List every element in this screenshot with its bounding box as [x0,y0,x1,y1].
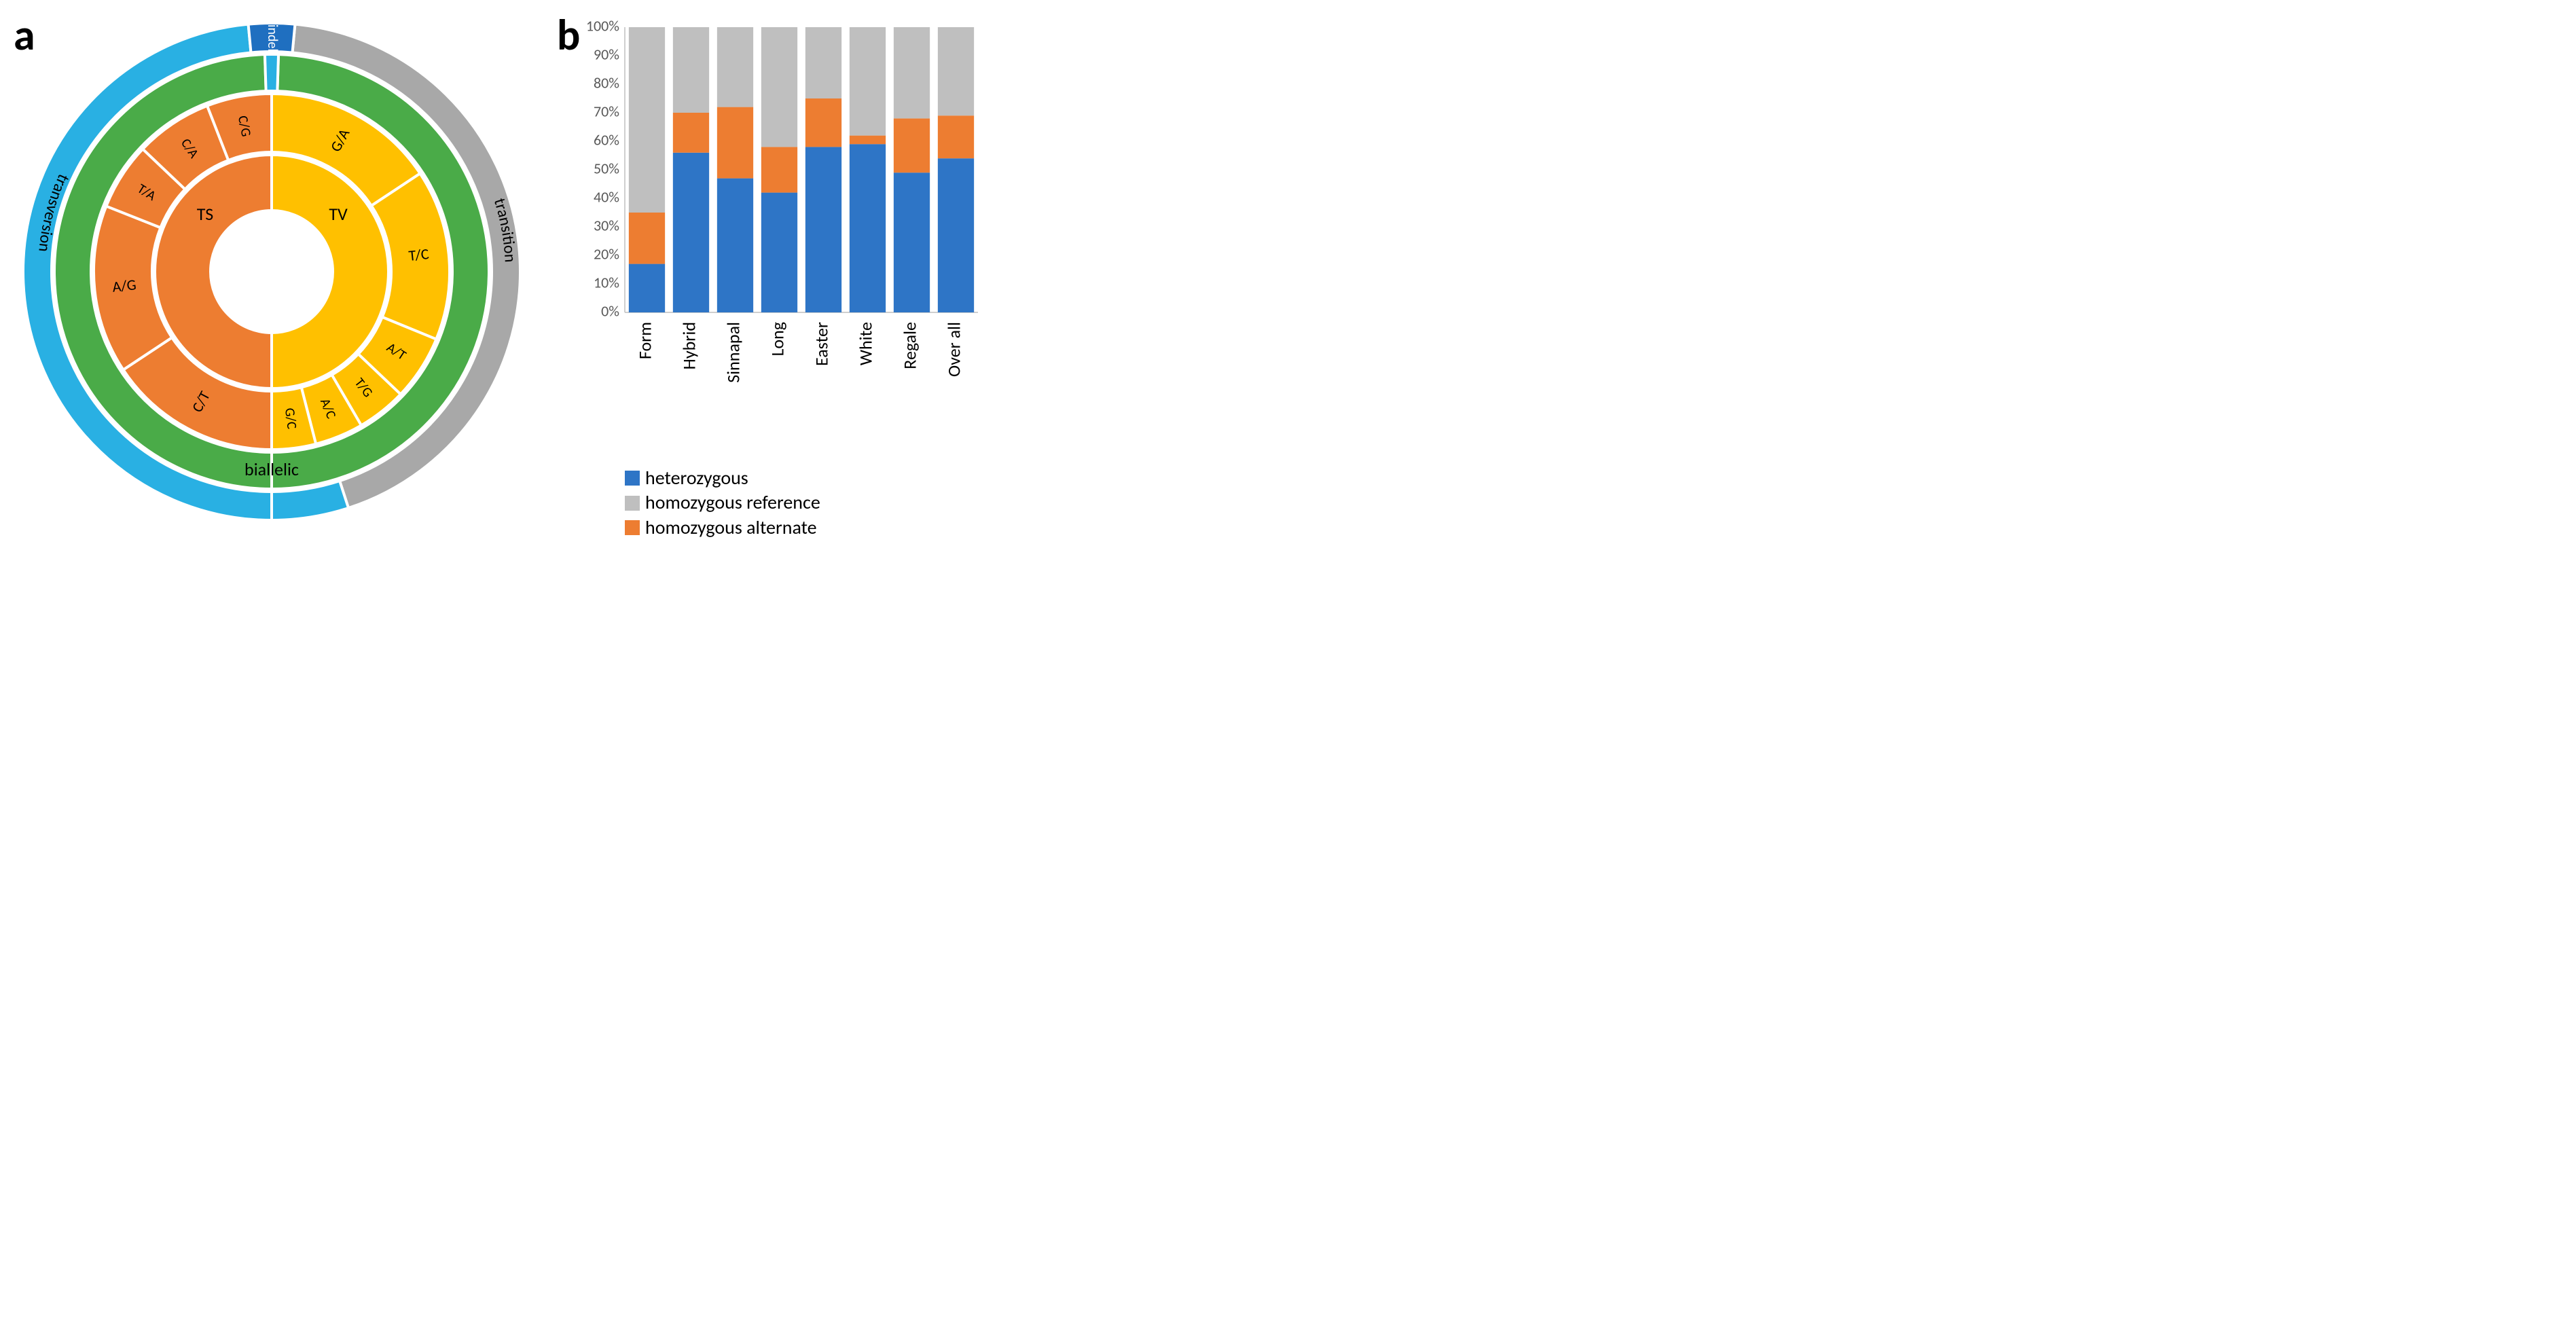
sunburst-label-TC: T/C [407,244,430,265]
bar-seg-homozygous_reference [629,27,665,213]
bar-seg-homozygous_reference [938,27,974,115]
bar-seg-heterozygous [894,172,930,312]
panel-b: b 0%10%20%30%40%50%60%70%80%90%100%FormH… [557,14,992,540]
bar-seg-homozygous_alternate [629,213,665,264]
bar-seg-heterozygous [717,179,753,312]
bar-seg-homozygous_reference [673,27,709,113]
bar-seg-homozygous_alternate [673,113,709,153]
sunburst-label-GC: G/C [281,407,300,430]
bar-seg-homozygous_reference [717,27,753,107]
x-tick-label: White [855,322,877,365]
y-tick-label: 90% [594,45,619,63]
x-tick-label: Long [767,322,788,357]
x-tick-label: Hybrid [678,322,700,369]
x-tick-label: Form [634,322,656,359]
bar-seg-homozygous_reference [805,27,841,98]
y-tick-label: 10% [594,273,619,291]
bar-legend: heterozygoushomozygous referencehomozygo… [557,466,992,540]
bar-seg-heterozygous [673,153,709,312]
sunburst-label-TV: TV [329,203,348,225]
y-tick-label: 20% [594,244,619,263]
legend-item: heterozygous [625,466,992,490]
sunburst-svg: TVTSG/AT/CA/TT/GA/CG/CC/TA/GT/AC/AC/Gbia… [14,14,530,530]
bar-seg-heterozygous [850,144,886,312]
sunburst-chart: TVTSG/AT/CA/TT/GA/CG/CC/TA/GT/AC/AC/Gbia… [14,14,530,530]
legend-item: homozygous reference [625,490,992,515]
legend-label: homozygous reference [645,490,820,515]
y-tick-label: 70% [594,102,619,120]
y-tick-label: 30% [594,216,619,234]
legend-label: homozygous alternate [645,515,817,540]
panel-a: a TVTSG/AT/CA/TT/GA/CG/CC/TA/GT/AC/AC/Gb… [14,14,530,530]
sunburst-seg-indel_inner [265,54,278,91]
legend-swatch [625,520,640,535]
bar-seg-heterozygous [761,193,797,312]
bar-seg-heterozygous [805,147,841,312]
bar-seg-homozygous_alternate [938,115,974,158]
x-tick-label: Sinnapal [723,322,744,383]
bar-seg-homozygous_alternate [805,98,841,147]
bar-seg-heterozygous [938,158,974,312]
sunburst-label-AG: A/G [111,275,137,296]
figure: a TVTSG/AT/CA/TT/GA/CG/CC/TA/GT/AC/AC/Gb… [0,0,2576,553]
sunburst-label-TS: TS [197,203,214,225]
sunburst-label-indel: indel [264,24,280,52]
bar-seg-homozygous_reference [850,27,886,136]
x-tick-label: Over all [943,322,965,377]
bar-svg: 0% 10% 20% 30% 40% 50% 60% 70% 80% 90% 100% Form Hyb… [557,14,992,462]
bar-seg-homozygous_reference [761,27,797,147]
bar-chart: 0% 10% 20% 30% 40% 50% 60% 70% 80% 90% 100% Form Hyb… [557,14,992,540]
bar-seg-homozygous_alternate [850,136,886,145]
y-tick-label: 80% [594,73,619,92]
y-tick-label: 0% [601,302,619,320]
legend-label: heterozygous [645,466,748,490]
bar-seg-heterozygous [629,264,665,312]
y-tick-label: 100% [586,16,619,35]
legend-item: homozygous alternate [625,515,992,540]
y-tick-label: 60% [594,130,619,149]
x-tick-label: Easter [811,322,833,366]
bar-seg-homozygous_alternate [761,147,797,192]
y-tick-label: 50% [594,159,619,177]
legend-swatch [625,496,640,511]
bar-seg-homozygous_alternate [894,118,930,172]
sunburst-label-biallelic: biallelic [244,458,299,480]
y-tick-label: 40% [594,187,619,206]
bar-seg-homozygous_reference [894,27,930,118]
bar-seg-homozygous_alternate [717,107,753,179]
x-tick-label: Regale [899,322,921,369]
legend-swatch [625,471,640,486]
